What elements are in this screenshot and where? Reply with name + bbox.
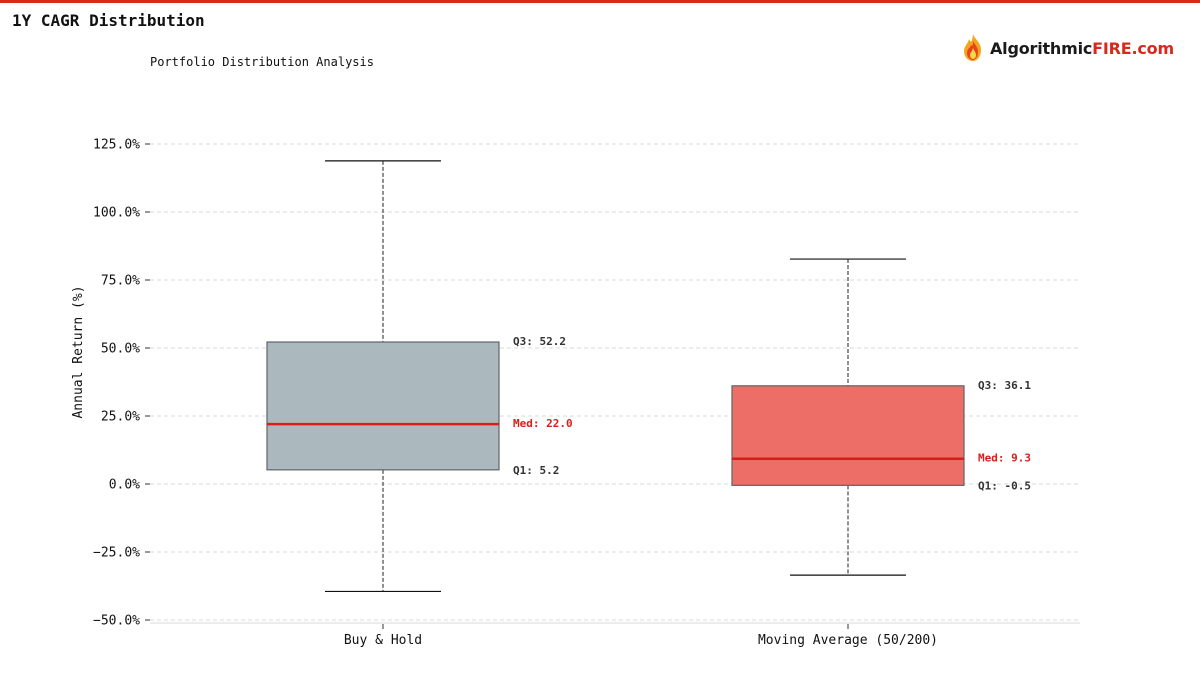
median-label: Med: 22.0 — [513, 417, 573, 430]
x-tick-label: Moving Average (50/200) — [758, 633, 938, 648]
box-group: Q3: 36.1 Med: 9.3 Q1: -0.5 Moving Average (… — [731, 258, 1031, 648]
y-tick-label: 25.0% — [101, 410, 140, 425]
q3-label: Q3: 52.2 — [513, 335, 566, 348]
iqr-box — [266, 341, 500, 471]
flame-icon — [960, 33, 986, 63]
y-tick-label: −50.0% — [93, 614, 140, 629]
box-group: Q3: 52.2 Med: 22.0 Q1: 5.2 Buy & Hold — [266, 160, 573, 648]
y-tick-label: 75.0% — [101, 274, 140, 289]
top-accent-bar — [0, 0, 1200, 3]
median-label: Med: 9.3 — [978, 452, 1031, 465]
chart-subtitle: Portfolio Distribution Analysis — [150, 55, 374, 69]
y-tick-label: 100.0% — [93, 206, 140, 221]
y-tick-label: 0.0% — [109, 478, 140, 493]
y-tick-label: 50.0% — [101, 342, 140, 357]
q1-label: Q1: 5.2 — [513, 464, 559, 477]
iqr-box — [731, 385, 965, 486]
q3-label: Q3: 36.1 — [978, 379, 1031, 392]
x-tick-label: Buy & Hold — [344, 633, 422, 648]
logo-accent: FIRE.com — [1092, 38, 1174, 58]
q1-label: Q1: -0.5 — [978, 479, 1031, 492]
y-tick-label: −25.0% — [93, 546, 140, 561]
brand-logo[interactable]: AlgorithmicFIRE.com — [960, 32, 1174, 64]
page-title: 1Y CAGR Distribution — [12, 11, 205, 30]
y-tick-label: 125.0% — [93, 138, 140, 153]
logo-prefix: Algorithmic — [990, 38, 1093, 58]
logo-wordmark: AlgorithmicFIRE.com — [990, 39, 1174, 58]
y-axis-title: Annual Return (%) — [71, 285, 86, 418]
